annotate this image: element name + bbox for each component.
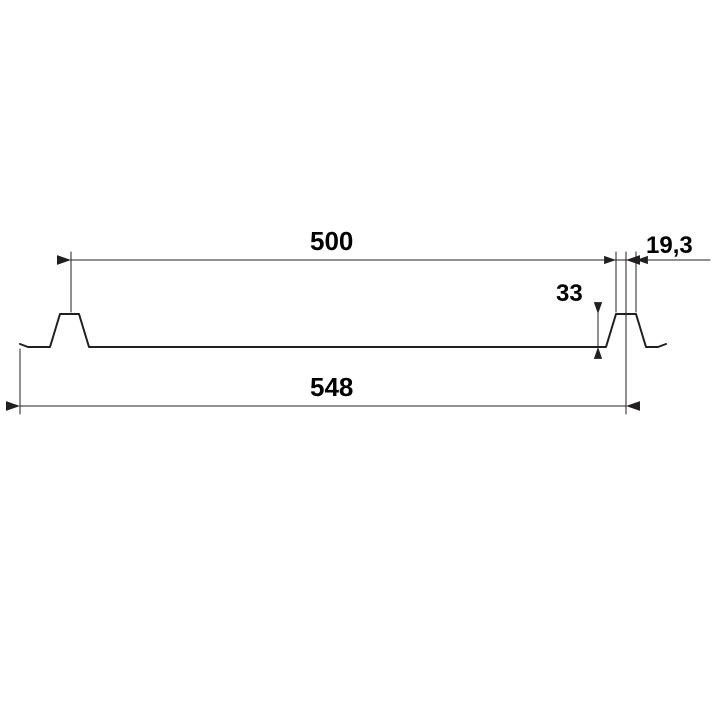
dim-label-500: 500 <box>310 226 353 257</box>
dim-label-33: 33 <box>556 280 583 308</box>
dim-label-548: 548 <box>310 372 353 403</box>
drawing-container: 500 33 19,3 548 <box>0 0 725 725</box>
technical-drawing-svg <box>0 0 725 725</box>
dim-label-193: 19,3 <box>646 232 693 260</box>
